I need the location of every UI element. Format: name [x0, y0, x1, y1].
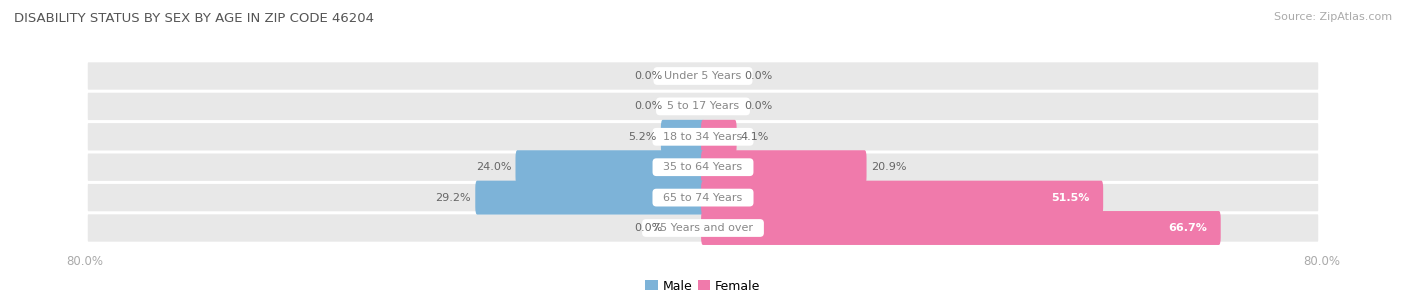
Text: 5 to 17 Years: 5 to 17 Years — [659, 102, 747, 111]
FancyBboxPatch shape — [702, 181, 1104, 215]
Text: 29.2%: 29.2% — [436, 193, 471, 202]
Text: Under 5 Years: Under 5 Years — [658, 71, 748, 81]
Text: 51.5%: 51.5% — [1052, 193, 1090, 202]
Text: 66.7%: 66.7% — [1168, 223, 1208, 233]
Text: Source: ZipAtlas.com: Source: ZipAtlas.com — [1274, 12, 1392, 22]
FancyBboxPatch shape — [702, 98, 738, 115]
Text: 35 to 64 Years: 35 to 64 Years — [657, 162, 749, 172]
FancyBboxPatch shape — [702, 120, 737, 154]
FancyBboxPatch shape — [87, 62, 1319, 90]
FancyBboxPatch shape — [475, 181, 704, 215]
FancyBboxPatch shape — [668, 220, 704, 236]
FancyBboxPatch shape — [516, 150, 704, 184]
FancyBboxPatch shape — [87, 214, 1319, 242]
Text: 75 Years and over: 75 Years and over — [645, 223, 761, 233]
FancyBboxPatch shape — [87, 93, 1319, 120]
Text: 0.0%: 0.0% — [634, 223, 662, 233]
Legend: Male, Female: Male, Female — [641, 275, 765, 298]
FancyBboxPatch shape — [702, 211, 1220, 245]
Text: 4.1%: 4.1% — [741, 132, 769, 142]
FancyBboxPatch shape — [87, 123, 1319, 150]
FancyBboxPatch shape — [668, 68, 704, 84]
Text: 18 to 34 Years: 18 to 34 Years — [657, 132, 749, 142]
Text: 20.9%: 20.9% — [870, 162, 907, 172]
FancyBboxPatch shape — [87, 154, 1319, 181]
Text: 0.0%: 0.0% — [634, 102, 662, 111]
FancyBboxPatch shape — [87, 184, 1319, 211]
Text: 65 to 74 Years: 65 to 74 Years — [657, 193, 749, 202]
FancyBboxPatch shape — [702, 68, 738, 84]
FancyBboxPatch shape — [668, 98, 704, 115]
Text: DISABILITY STATUS BY SEX BY AGE IN ZIP CODE 46204: DISABILITY STATUS BY SEX BY AGE IN ZIP C… — [14, 12, 374, 25]
Text: 0.0%: 0.0% — [744, 71, 772, 81]
Text: 5.2%: 5.2% — [628, 132, 657, 142]
FancyBboxPatch shape — [702, 150, 866, 184]
Text: 0.0%: 0.0% — [744, 102, 772, 111]
FancyBboxPatch shape — [661, 120, 704, 154]
Text: 24.0%: 24.0% — [475, 162, 512, 172]
Text: 0.0%: 0.0% — [634, 71, 662, 81]
